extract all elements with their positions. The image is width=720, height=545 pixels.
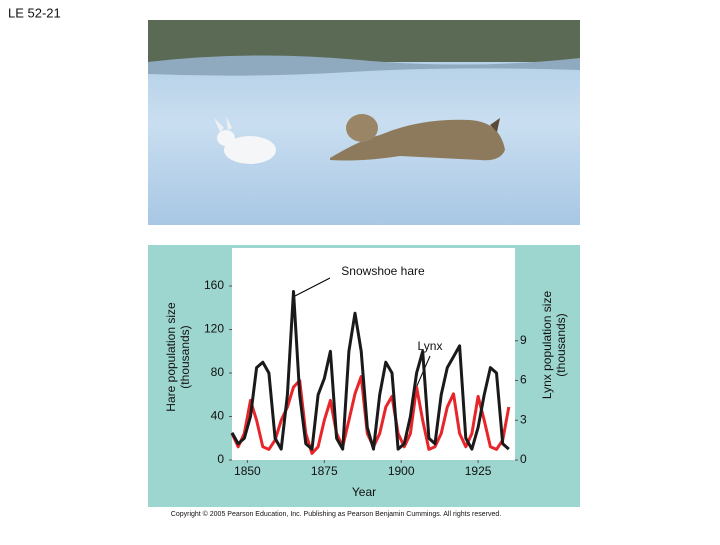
y-axis-label: Hare population size	[164, 302, 178, 412]
x-tick-label: 1925	[465, 464, 492, 478]
annotation-line	[292, 277, 331, 298]
copyright: Copyright © 2005 Pearson Education, Inc.…	[171, 510, 501, 518]
annotation: Lynx	[418, 339, 443, 353]
y-tick-label: 80	[211, 365, 225, 379]
x-tick-label: 1900	[388, 464, 415, 478]
series-line	[230, 290, 510, 451]
y-tick-label: 160	[204, 278, 224, 292]
y2-tick-label: 3	[520, 412, 527, 426]
y2-tick-label: 6	[520, 373, 527, 387]
photo	[148, 20, 580, 225]
y-axis-label: (thousands)	[178, 325, 192, 388]
x-axis-label: Year	[352, 485, 376, 499]
y-tick-label: 0	[217, 452, 224, 466]
y2-tick-label: 0	[520, 452, 527, 466]
x-tick-label: 1850	[234, 464, 261, 478]
y-tick-label: 120	[204, 322, 224, 336]
slide-label: LE 52-21	[8, 5, 61, 20]
y2-axis-label: Lynx population size	[540, 291, 554, 400]
y2-axis-label: (thousands)	[554, 313, 568, 376]
annotation: Snowshoe hare	[341, 264, 425, 278]
y-tick-label: 40	[211, 409, 225, 423]
x-tick-label: 1875	[311, 464, 338, 478]
y2-tick-label: 9	[520, 333, 527, 347]
